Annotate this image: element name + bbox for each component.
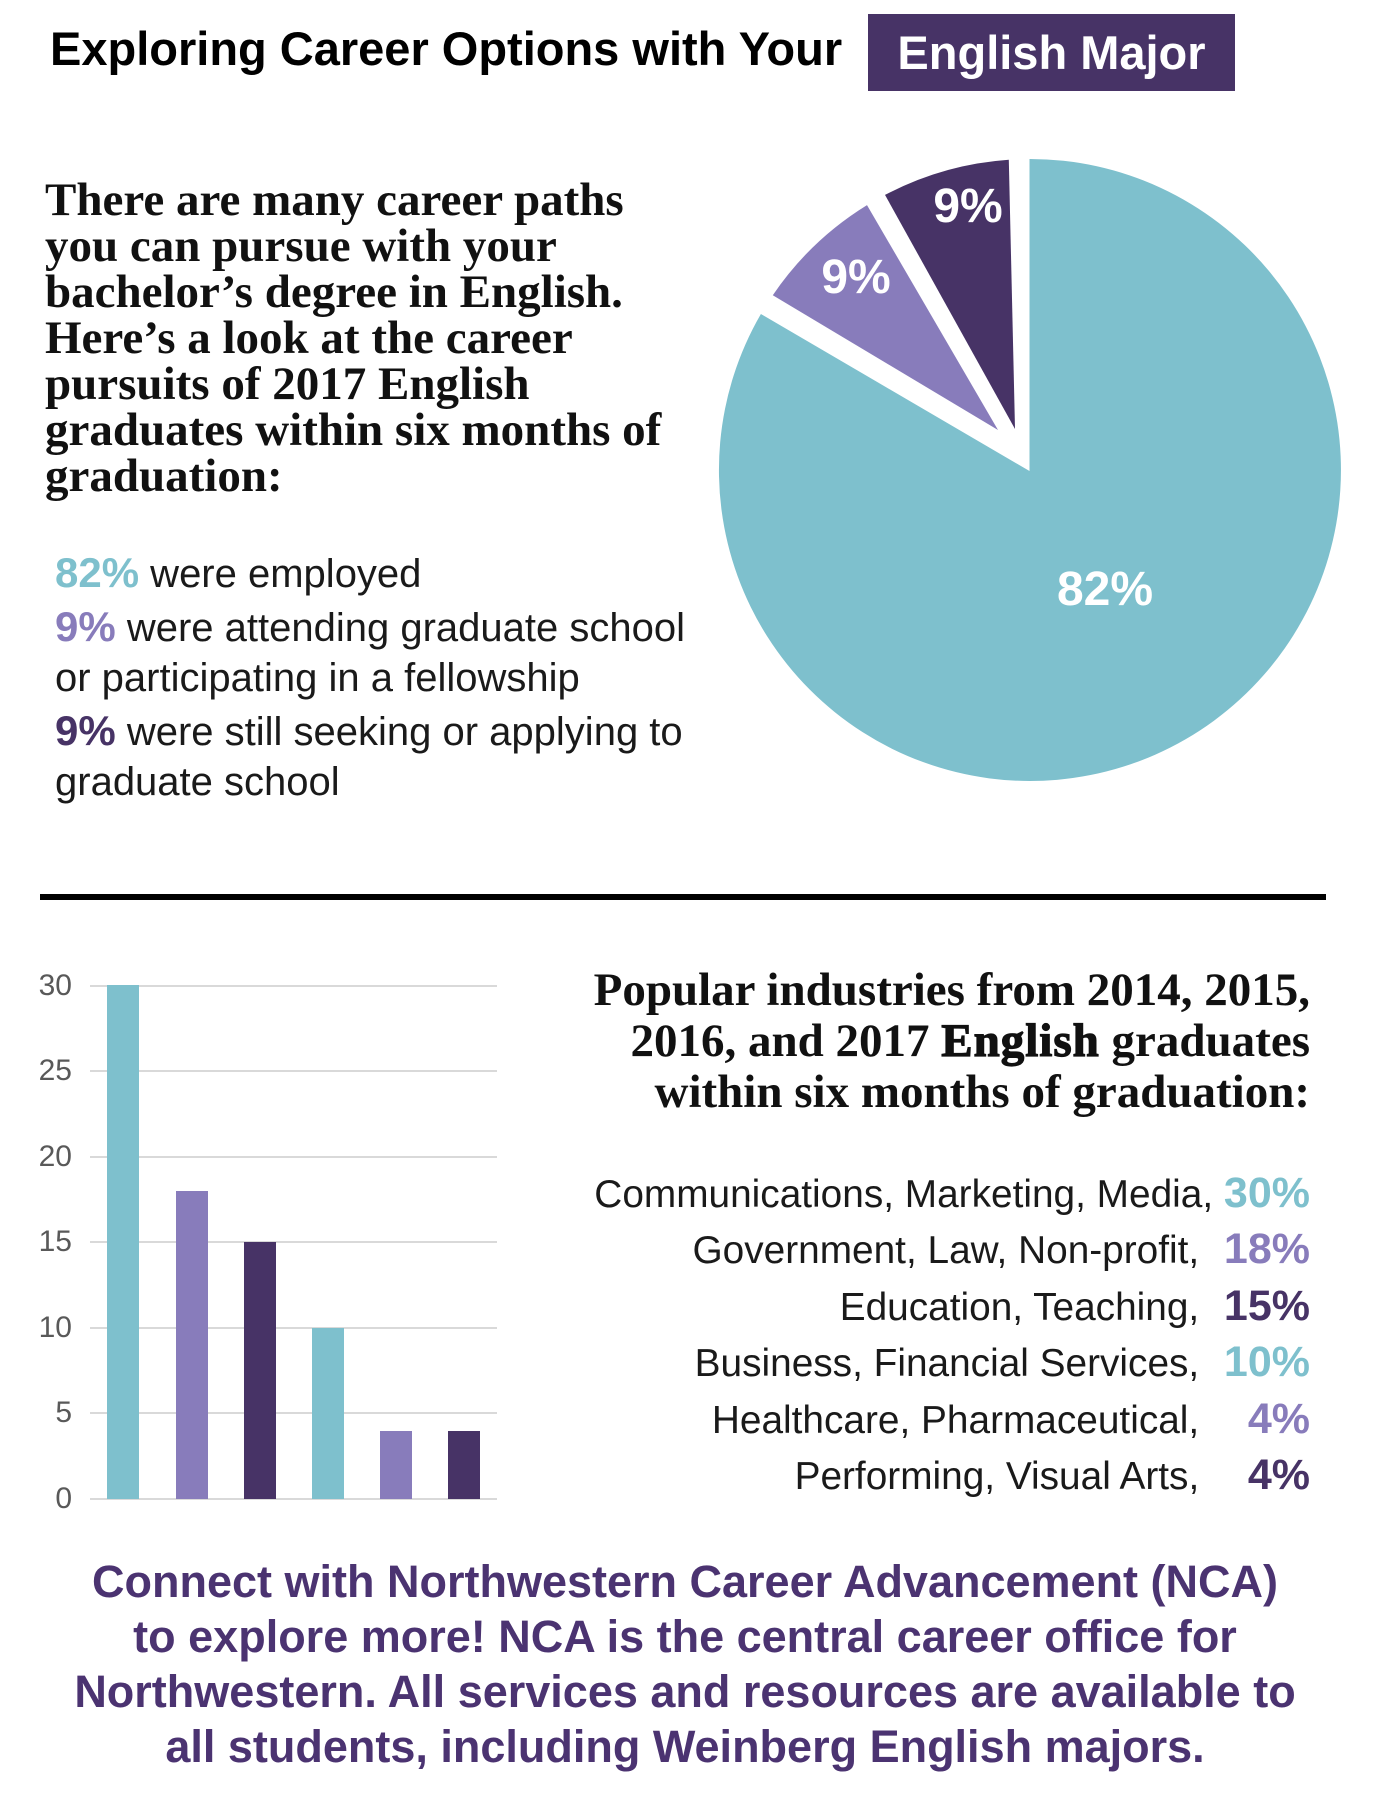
svg-text:82%: 82% (1057, 563, 1153, 616)
svg-text:9%: 9% (821, 251, 890, 304)
svg-text:9%: 9% (933, 180, 1002, 233)
